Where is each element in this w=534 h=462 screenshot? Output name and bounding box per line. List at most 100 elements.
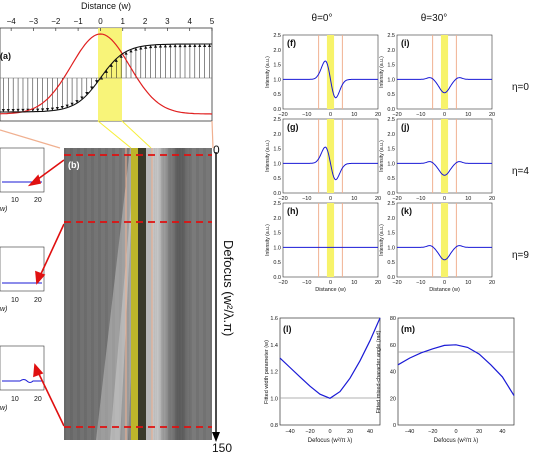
panel-a-arrowhead (129, 49, 133, 53)
intensity-ytick: 0.0 (387, 191, 395, 197)
panel-a-arrowhead (65, 104, 69, 108)
panel-m-label: (m) (401, 324, 415, 334)
arrow-3 (37, 371, 65, 427)
intensity-xtick: 10 (351, 112, 357, 118)
xtick-label: −20 (305, 429, 314, 435)
intensity-panel: (k) 0.0 0.5 1.0 1.5 2.0 2.5 −20 −10 0 10 20 Distance… (379, 201, 495, 293)
intensity-highlight (326, 203, 335, 277)
inset-mid-frame (0, 246, 45, 292)
panel-a-arrowhead (139, 46, 143, 50)
xtick-label: −40 (405, 429, 414, 435)
intensity-ytick: 0.5 (273, 176, 281, 182)
panel-a-arrowhead (168, 44, 172, 48)
panel-l-curve (279, 317, 381, 399)
intensity-ylabel: Intensity (a.u.) (265, 56, 271, 88)
ytick-label: 40 (390, 370, 396, 376)
arrow-1-head (27, 174, 42, 187)
panel-l: (l) Fitted width parameter (w) Defocus (… (264, 316, 381, 444)
intensity-ytick: 1.5 (387, 147, 395, 153)
panel-a-arrowhead (114, 58, 118, 62)
panel-a-arrowhead (21, 108, 25, 112)
inset-mid-tick-10: 10 (11, 297, 19, 304)
intensity-xtick: 0 (329, 196, 332, 202)
intensity-ytick: 1.5 (273, 63, 281, 69)
intensity-ylabel: Intensity (a.u.) (379, 140, 385, 172)
intensity-xtick: −20 (392, 196, 401, 202)
xtick-label: −40 (285, 429, 294, 435)
intensity-ytick: 0.0 (273, 275, 281, 281)
intensity-xtick: 10 (351, 280, 357, 286)
xtick-label: 40 (367, 429, 373, 435)
panel-a-arrowhead (149, 45, 153, 49)
intensity-xtick: 20 (375, 112, 381, 118)
intensity-ytick: 2.0 (273, 132, 281, 138)
intensity-xtick: 10 (351, 196, 357, 202)
intensity-ytick: 1.0 (387, 77, 395, 83)
intensity-highlight (326, 119, 335, 193)
panel-a-arrowhead (6, 108, 10, 112)
intensity-ytick: 0.0 (273, 191, 281, 197)
intensity-ytick: 2.5 (387, 201, 395, 207)
intensity-ytick: 2.0 (387, 48, 395, 54)
row-label-eta4: η=4 (512, 166, 529, 177)
panel-a-arrowhead (90, 86, 94, 90)
panel-a-arrowhead (207, 44, 212, 48)
zoom-line-edge-left (0, 129, 61, 149)
ytick-label: 0.8 (270, 423, 278, 429)
xtick-label: 20 (347, 429, 353, 435)
panel-l-ylabel: Fitted width parameter (w) (264, 340, 270, 404)
arrow-2 (39, 223, 65, 277)
row-label-eta9: η=9 (512, 250, 529, 261)
inset-mid-axis: w) (0, 306, 7, 313)
intensity-xtick: 0 (443, 196, 446, 202)
intensity-ytick: 0.0 (273, 107, 281, 113)
intensity-ytick: 1.5 (387, 231, 395, 237)
intensity-ytick: 0.5 (387, 260, 395, 266)
panel-a-arrowhead (60, 106, 64, 110)
panel-a-arrowhead (95, 80, 99, 84)
inset-top-axis: w) (0, 206, 7, 213)
panel-a-arrowhead (203, 44, 207, 48)
intensity-panel-label: (j) (401, 122, 410, 132)
intensity-xtick: −10 (302, 112, 311, 118)
panel-a-arrowhead (85, 91, 89, 95)
intensity-xtick: 20 (375, 196, 381, 202)
panel-a-arrowhead (45, 108, 50, 112)
panel-l-frame (279, 317, 381, 426)
panel-a-arrowhead (198, 44, 202, 48)
inset-mid-tick-20: 20 (34, 297, 42, 304)
panel-a-arrowhead (173, 44, 177, 48)
intensity-xtick: −10 (416, 112, 425, 118)
intensity-xtick: −20 (278, 280, 287, 286)
intensity-ytick: 1.5 (273, 231, 281, 237)
intensity-xtick: −10 (416, 196, 425, 202)
panel-a-xlabel: Distance (w) (81, 1, 131, 11)
ytick-label: 1.6 (270, 316, 278, 322)
row-label-eta0: η=0 (512, 82, 529, 93)
xtick-label: 0 (328, 429, 331, 435)
panel-a-arrowhead (158, 44, 163, 48)
panel-m-xlabel: Defocus (w²/π λ) (434, 438, 478, 444)
left-insets: 10 20 w) 10 20 w) 10 20 w) (0, 147, 65, 427)
intensity-ytick: 2.5 (273, 201, 281, 207)
intensity-xtick: −20 (278, 196, 287, 202)
red-arrows (27, 159, 65, 427)
panel-a-arrowhead (144, 45, 148, 49)
intensity-xtick: 10 (465, 196, 471, 202)
intensity-ytick: 1.0 (273, 77, 281, 83)
intensity-xtick: −20 (392, 112, 401, 118)
intensity-xtick: 0 (443, 112, 446, 118)
small-panels: θ=0° θ=30° η=0 η=4 η=9 (f) 0.0 0.5 1.0 1.5 2.… (265, 13, 529, 293)
intensity-curve (397, 161, 492, 176)
intensity-ylabel: Intensity (a.u.) (265, 224, 271, 256)
inset-top-tick-20: 20 (34, 197, 42, 204)
panel-b-dark-stripe (138, 148, 146, 440)
panel-a-arrowhead (163, 44, 167, 48)
panel-a-arrowhead (1, 108, 5, 112)
column-title-0: θ=0° (312, 13, 333, 24)
ytick-label: 1.4 (270, 343, 278, 349)
intensity-panel-label: (i) (401, 38, 410, 48)
inset-bottom-tick-20: 20 (34, 396, 42, 403)
panel-a-arrowhead (109, 63, 113, 67)
